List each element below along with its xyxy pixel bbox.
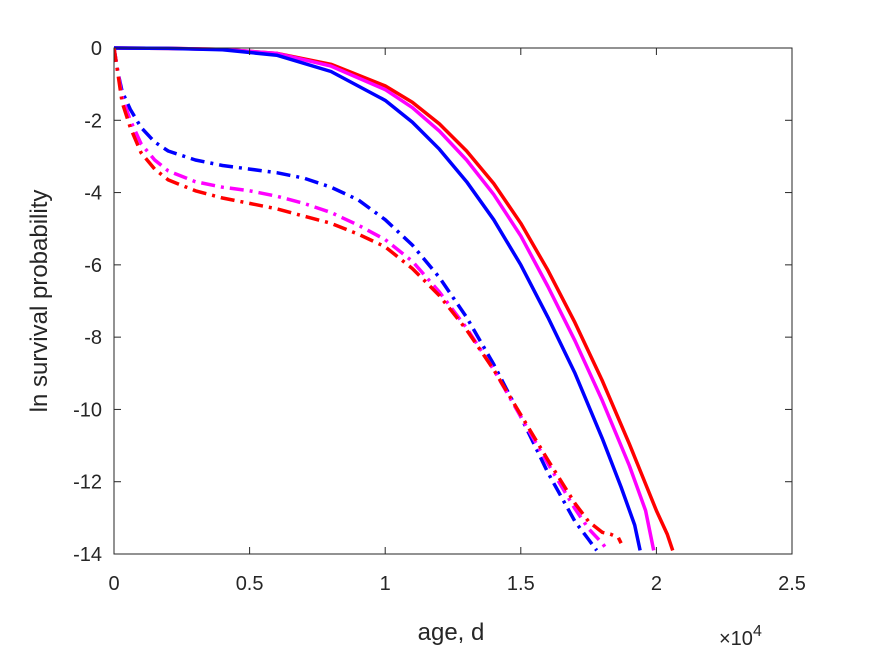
y-tick-label: -4	[84, 183, 102, 205]
axes-layer	[113, 47, 793, 555]
x-tick-label: 2	[651, 573, 662, 595]
y-tick-label: 0	[91, 38, 102, 60]
series-line-4	[114, 47, 599, 552]
x-axis-multiplier-power: 4	[753, 623, 762, 640]
x-tick-label: 1	[380, 573, 391, 595]
y-tick-label: -8	[84, 327, 102, 349]
x-tick-label: 2.5	[778, 573, 806, 595]
axes-box	[113, 47, 793, 555]
series-layer	[114, 46, 675, 552]
x-tick-label: 0	[108, 573, 119, 595]
plot-background	[114, 48, 792, 554]
y-tick-label: -14	[73, 544, 102, 566]
series-line-5	[114, 47, 609, 552]
y-tick-label: -10	[73, 399, 102, 421]
x-axis-multiplier-base: ×10	[719, 628, 753, 650]
y-axis-label: ln survival probability	[26, 190, 53, 413]
x-axis-label: age, d	[418, 619, 485, 646]
x-tick-label: 1.5	[507, 573, 535, 595]
ticks-layer: 0 0.5 1 1.5 2 2.5 0 -2 -4 -6 -8 -10 -12 -14	[73, 38, 806, 595]
plot-area	[114, 48, 792, 554]
y-tick-label: -12	[73, 472, 102, 494]
y-tick-label: -6	[84, 255, 102, 277]
x-axis-multiplier: ×104	[719, 623, 762, 650]
y-tick-label: -2	[84, 110, 102, 132]
x-tick-label: 0.5	[236, 573, 264, 595]
series-line-3	[114, 46, 642, 551]
